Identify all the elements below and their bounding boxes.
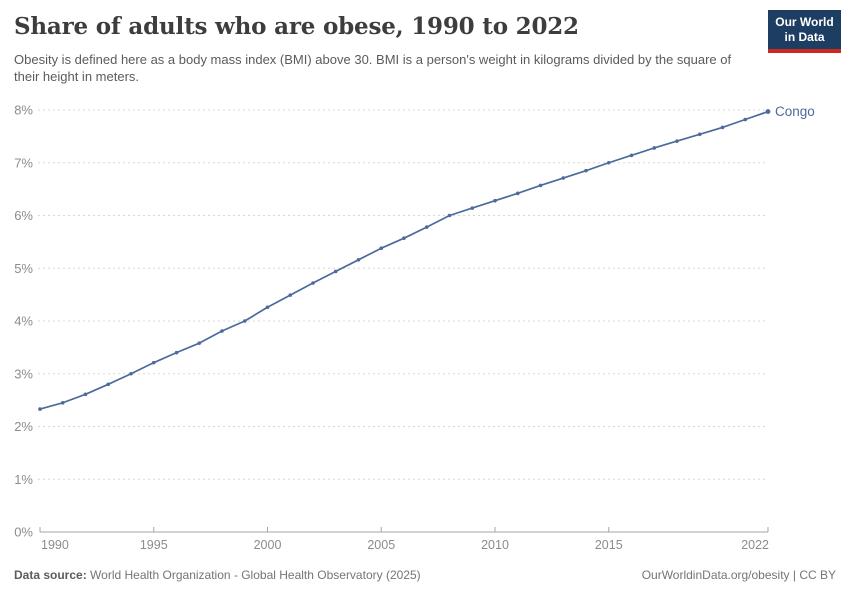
y-tick-label: 6%	[14, 208, 33, 223]
data-source-label: Data source:	[14, 568, 87, 582]
data-point	[720, 125, 725, 130]
x-tick-label: 1995	[140, 538, 168, 552]
chart-footer: Data source: World Health Organization -…	[14, 568, 836, 582]
data-point	[333, 269, 338, 274]
data-point	[470, 206, 475, 210]
owid-logo[interactable]: Our World in Data	[768, 10, 841, 53]
data-point	[697, 132, 702, 137]
data-point	[424, 225, 429, 229]
owid-logo-text: Our World in Data	[768, 10, 841, 49]
data-point	[38, 407, 42, 411]
data-point	[151, 360, 156, 365]
y-tick-label: 3%	[14, 366, 33, 381]
y-tick-label: 1%	[14, 472, 33, 487]
y-tick-label: 8%	[14, 103, 33, 118]
owid-logo-line2: in Data	[784, 30, 825, 44]
data-point	[174, 350, 179, 355]
data-point	[402, 236, 406, 240]
data-point	[629, 153, 634, 158]
data-source-text: World Health Organization - Global Healt…	[86, 568, 421, 582]
data-point	[743, 117, 748, 122]
data-source: Data source: World Health Organization -…	[14, 568, 421, 582]
data-point	[765, 109, 771, 114]
series-line	[39, 110, 769, 410]
x-tick-label: 2000	[254, 538, 282, 552]
owid-logo-line1: Our World	[775, 15, 834, 29]
data-point	[356, 258, 361, 262]
owid-logo-red-bar	[768, 49, 841, 53]
data-point	[288, 293, 293, 297]
data-point	[83, 392, 88, 397]
data-point	[311, 281, 315, 285]
data-point	[197, 341, 202, 345]
x-tick-label: 2005	[367, 538, 395, 552]
data-point	[60, 400, 65, 405]
data-point	[265, 305, 270, 310]
data-point	[606, 160, 611, 165]
obesity-line-chart: 0% 1% 2% 3% 4% 5% 6% 7% 8% 1990 1995 2000 2005 2010 20…	[14, 103, 815, 553]
y-tick-label: 7%	[14, 155, 33, 170]
data-point	[379, 246, 384, 251]
data-point	[584, 168, 588, 173]
data-point	[220, 329, 224, 333]
data-point	[447, 213, 452, 218]
data-point	[129, 371, 133, 376]
data-point	[561, 176, 566, 180]
chart-subtitle: Obesity is defined here as a body mass i…	[14, 52, 732, 84]
data-point	[493, 198, 497, 203]
y-tick-label: 0%	[14, 525, 33, 540]
page-title: Share of adults who are obese, 1990 to 2…	[14, 13, 579, 40]
data-point	[538, 183, 543, 188]
data-point	[652, 146, 657, 150]
chart-area: 0% 1% 2% 3% 4% 5% 6% 7% 8% 1990 1995 2000 2005 2010 20…	[0, 90, 850, 565]
x-tick-label: 2010	[481, 538, 509, 552]
y-tick-label: 4%	[14, 314, 33, 329]
data-point	[675, 139, 679, 143]
series-end-label: Congo	[775, 104, 815, 119]
x-tick-label: 1990	[41, 538, 69, 552]
data-point	[515, 191, 520, 196]
y-tick-label: 5%	[14, 261, 33, 276]
data-point	[106, 382, 111, 387]
x-tick-label: 2022	[741, 538, 769, 552]
data-point	[242, 319, 247, 323]
owid-url-license-link[interactable]: OurWorldinData.org/obesity | CC BY	[641, 568, 836, 582]
x-tick-label: 2015	[595, 538, 623, 552]
y-tick-label: 2%	[14, 419, 33, 434]
